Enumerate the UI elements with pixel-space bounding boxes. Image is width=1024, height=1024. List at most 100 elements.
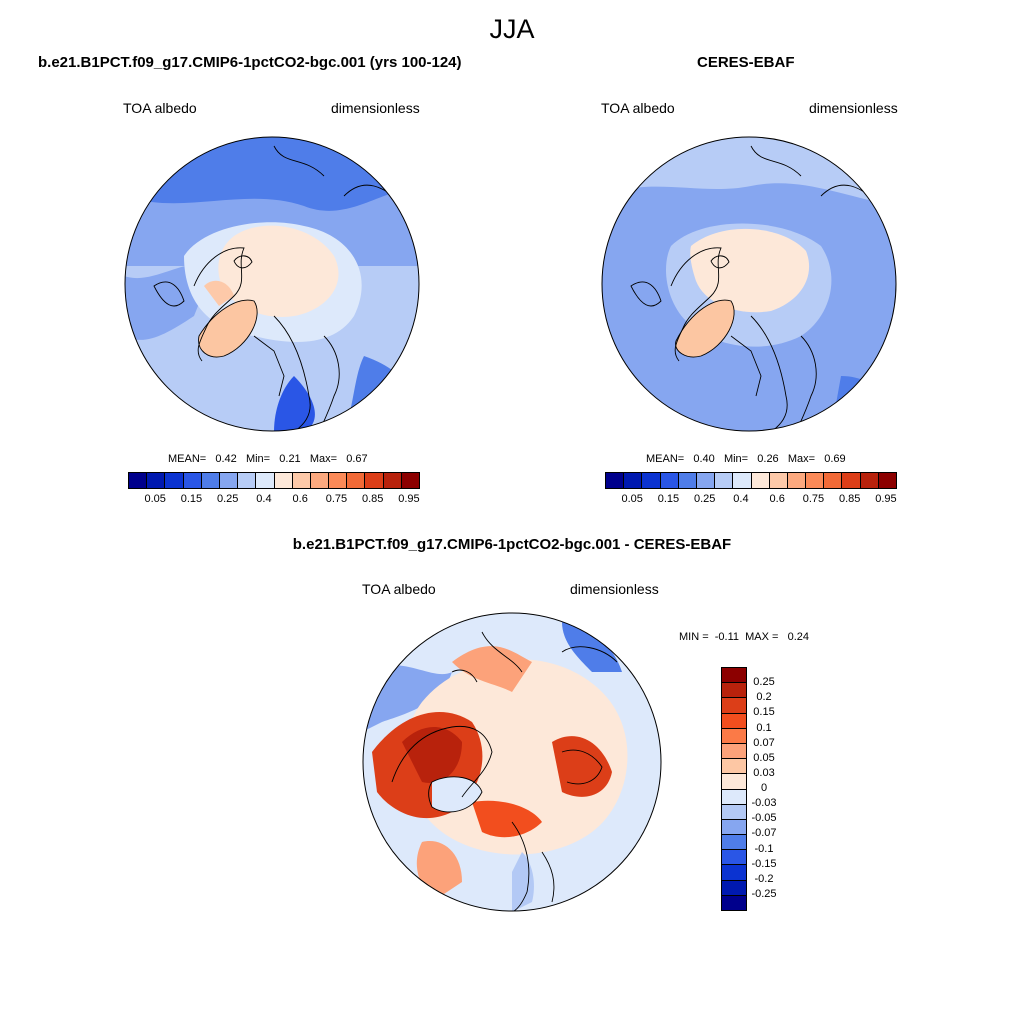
panel2-colorbar-swatch-2 xyxy=(642,473,661,488)
panel3-colorbar-swatch-5 xyxy=(722,743,746,760)
panel3-stats: MIN = -0.11 MAX = 0.24 xyxy=(679,631,810,643)
panel3-colorbar-swatch-11 xyxy=(722,835,746,851)
panel3-units-label: dimensionless xyxy=(570,581,659,597)
panel1-colorbar-swatch-1 xyxy=(147,473,166,488)
panel3-colorbar-tick-label: 0.25 xyxy=(753,676,775,689)
panel2-colorbar-swatch-5 xyxy=(696,473,716,488)
panel1-colorbar-tick-label: 0.15 xyxy=(180,493,203,505)
panel2-colorbar-swatch-9 xyxy=(769,473,788,488)
panel2-colorbar-swatch-3 xyxy=(660,473,679,488)
panel3-variable-label: TOA albedo xyxy=(362,581,436,597)
panel3-colorbar-tick-label: 0.03 xyxy=(753,766,775,779)
panel3-colorbar-tick-label: -0.07 xyxy=(751,827,777,840)
panel1-polar-map xyxy=(124,136,420,432)
panel2-colorbar-swatch-10 xyxy=(787,473,807,488)
panel2-units-label: dimensionless xyxy=(809,100,898,116)
panel3-colorbar-tick-label: -0.25 xyxy=(751,887,777,900)
panel2-colorbar-swatch-14 xyxy=(860,473,879,488)
panel3-colorbar-tick-label: 0.2 xyxy=(756,691,772,704)
panel1-colorbar-swatch-13 xyxy=(365,473,384,488)
panel3-colorbar-tick-label: -0.1 xyxy=(754,842,774,855)
panel3-polar-map xyxy=(362,612,662,912)
panel2-colorbar-tick-label: 0.95 xyxy=(875,493,897,505)
panel2-colorbar-tick-label: 0.85 xyxy=(838,493,861,505)
panel1-colorbar-swatch-6 xyxy=(238,473,257,488)
panel2-colorbar-tick-label: 0.25 xyxy=(693,493,716,505)
panel3-colorbar-tick-label: -0.2 xyxy=(754,872,774,885)
panel3-colorbar-swatch-15 xyxy=(722,895,746,910)
panel2-colorbar-swatch-6 xyxy=(715,473,734,488)
panel3-colorbar-labels: 0.25 0.2 0.15 0.1 0.07 0.05 0.03 0 -0.03 -0.05 -0.… xyxy=(751,667,776,909)
panel2-colorbar-tick-label: 0.4 xyxy=(733,493,749,505)
panel1-colorbar-swatch-0 xyxy=(129,473,148,488)
panel2-colorbar-swatch-0 xyxy=(606,473,625,488)
panel2-colorbar-tick-label: 0.15 xyxy=(657,493,680,505)
panel1-colorbar-swatch-4 xyxy=(201,473,220,488)
panel3-colorbar-swatch-10 xyxy=(722,819,746,836)
figure-title: JJA xyxy=(489,14,535,44)
panel1-stats: MEAN= 0.42 Min= 0.21 Max= 0.67 xyxy=(168,453,368,465)
panel1-variable-label: TOA albedo xyxy=(123,100,197,116)
panel1-colorbar-swatch-10 xyxy=(310,473,330,488)
panel1-colorbar-swatch-7 xyxy=(256,473,275,488)
panel3-colorbar-swatch-2 xyxy=(722,698,746,714)
panel2-colorbar-tick-label: 0.6 xyxy=(769,493,785,505)
panel1-colorbar-labels: 0.05 0.15 0.25 0.4 0.6 0.75 0.85 0.95 xyxy=(128,493,420,507)
panel2-colorbar-tick-label: 0.75 xyxy=(802,493,825,505)
panel2-colorbar-labels: 0.05 0.15 0.25 0.4 0.6 0.75 0.85 0.95 xyxy=(605,493,897,507)
panel1-colorbar-swatch-3 xyxy=(183,473,202,488)
panel3-colorbar-tick-label: 0.05 xyxy=(753,751,775,764)
panel2-colorbar-swatch-15 xyxy=(878,473,896,488)
panel1-colorbar-tick-label: 0.25 xyxy=(216,493,239,505)
panel3-colorbar-tick-label: 0.15 xyxy=(753,706,775,719)
panel2-polar-map xyxy=(601,136,897,432)
panel3-colorbar-swatch-8 xyxy=(722,789,746,805)
panel2-stats: MEAN= 0.40 Min= 0.26 Max= 0.69 xyxy=(646,453,846,465)
panel1-colorbar-swatch-2 xyxy=(165,473,184,488)
panel1-colorbar-swatch-14 xyxy=(383,473,402,488)
panel1-colorbar xyxy=(128,472,420,489)
panel3-colorbar-swatch-13 xyxy=(722,865,746,881)
panel3-colorbar-tick-label: -0.03 xyxy=(751,797,777,810)
panel2-colorbar-tick-label: 0.05 xyxy=(621,493,643,505)
panel1-colorbar-tick-label: 0.85 xyxy=(361,493,384,505)
panel2-colorbar-swatch-12 xyxy=(824,473,843,488)
panel3-colorbar-tick-label: 0 xyxy=(760,782,768,794)
panel1-colorbar-swatch-15 xyxy=(401,473,419,488)
panel3-title: b.e21.B1PCT.f09_g17.CMIP6-1pctCO2-bgc.00… xyxy=(292,536,732,553)
panel3-colorbar-swatch-0 xyxy=(722,668,746,684)
panel1-colorbar-tick-label: 0.95 xyxy=(398,493,420,505)
panel1-colorbar-swatch-8 xyxy=(274,473,293,488)
panel1-title: b.e21.B1PCT.f09_g17.CMIP6-1pctCO2-bgc.00… xyxy=(38,54,462,71)
panel2-colorbar-swatch-8 xyxy=(751,473,770,488)
panel2-colorbar-swatch-7 xyxy=(733,473,752,488)
panel3-colorbar-swatch-14 xyxy=(722,880,746,896)
panel2-title: CERES-EBAF xyxy=(697,54,795,71)
panel3-colorbar-swatch-9 xyxy=(722,804,746,820)
panel3-colorbar-tick-label: 0.07 xyxy=(753,736,775,749)
panel3-colorbar-tick-label: -0.05 xyxy=(751,812,777,825)
panel1-colorbar-tick-label: 0.75 xyxy=(325,493,348,505)
panel1-colorbar-swatch-11 xyxy=(329,473,348,488)
panel3-colorbar xyxy=(721,667,747,911)
panel3-colorbar-swatch-1 xyxy=(722,683,746,699)
panel1-colorbar-swatch-12 xyxy=(347,473,366,488)
panel3-colorbar-tick-label: 0.1 xyxy=(756,721,772,734)
panel1-colorbar-swatch-5 xyxy=(219,473,239,488)
panel3-colorbar-tick-label: -0.15 xyxy=(751,857,777,870)
panel1-colorbar-tick-label: 0.4 xyxy=(256,493,272,505)
panel1-colorbar-swatch-9 xyxy=(292,473,311,488)
panel3-colorbar-swatch-6 xyxy=(722,759,746,775)
panel1-colorbar-tick-label: 0.6 xyxy=(292,493,308,505)
panel3-colorbar-swatch-3 xyxy=(722,713,746,729)
panel2-colorbar-swatch-1 xyxy=(624,473,643,488)
panel3-colorbar-swatch-7 xyxy=(722,774,746,790)
panel3-colorbar-swatch-12 xyxy=(722,850,746,866)
panel1-units-label: dimensionless xyxy=(331,100,420,116)
panel2-colorbar xyxy=(605,472,897,489)
panel3-colorbar-swatch-4 xyxy=(722,728,746,744)
panel1-colorbar-tick-label: 0.05 xyxy=(144,493,166,505)
panel2-colorbar-swatch-11 xyxy=(806,473,825,488)
panel2-colorbar-swatch-4 xyxy=(678,473,697,488)
panel2-variable-label: TOA albedo xyxy=(601,100,675,116)
